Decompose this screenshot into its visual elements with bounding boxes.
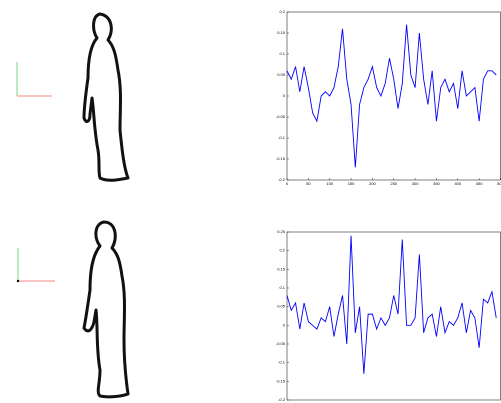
x-tick-label: 50 (306, 181, 311, 186)
x-tick-label: 300 (412, 181, 419, 186)
x-tick-label: 0 (286, 181, 289, 186)
y-tick-label: 0.1 (279, 285, 285, 290)
x-tick-label: 150 (348, 181, 355, 186)
y-tick-label: 0.05 (277, 72, 286, 77)
y-tick-label: -0.15 (276, 156, 286, 161)
y-tick-label: -0.15 (276, 378, 286, 383)
y-tick-label: 0.2 (279, 248, 285, 253)
y-tick-label: -0.2 (278, 177, 286, 182)
x-tick-label: 450 (476, 181, 483, 186)
x-tick-label: 400 (454, 181, 461, 186)
plot-frame (287, 12, 501, 180)
y-tick-label: 0.25 (277, 229, 286, 234)
x-tick-label: 250 (390, 181, 397, 186)
y-tick-label: 0 (283, 93, 286, 98)
y-tick-label: 0.15 (277, 266, 286, 271)
y-tick-label: -0.2 (278, 397, 286, 402)
y-tick-label: 0.05 (277, 304, 286, 309)
plot: -0.2 -0.15 -0.1 -0.05 0 0.05 0.1 0.15 0.2 0 50 100 1… (276, 9, 501, 186)
y-tick-label: 0.15 (277, 30, 286, 35)
plot: -0.2 -0.15 -0.1 -0.05 0 0.05 0.1 0.15 0.2 0.25 (276, 229, 501, 402)
y-tick-label: -0.1 (278, 135, 286, 140)
y-tick-label: 0.1 (279, 51, 285, 56)
data-line (287, 25, 496, 168)
y-tick-label: -0.05 (276, 341, 286, 346)
y-tick-label: -0.05 (276, 114, 286, 119)
silhouette (84, 14, 128, 180)
y-tick-label: 0.2 (279, 9, 285, 14)
x-tick-label: 100 (326, 181, 333, 186)
y-tick-label: -0.1 (278, 360, 286, 365)
x-tick-label: 200 (369, 181, 376, 186)
figure: -0.2 -0.15 -0.1 -0.05 0 0.05 0.1 0.15 0.2 0 50 100 1… (0, 0, 501, 403)
x-tick-label: 350 (433, 181, 440, 186)
axes-icon (17, 62, 52, 96)
axes-icon (17, 248, 55, 282)
y-tick-label: 0 (283, 322, 286, 327)
plot-frame (287, 232, 501, 400)
silhouette (84, 222, 128, 397)
data-line (287, 236, 496, 374)
x-tick-label: 500 (497, 181, 501, 186)
